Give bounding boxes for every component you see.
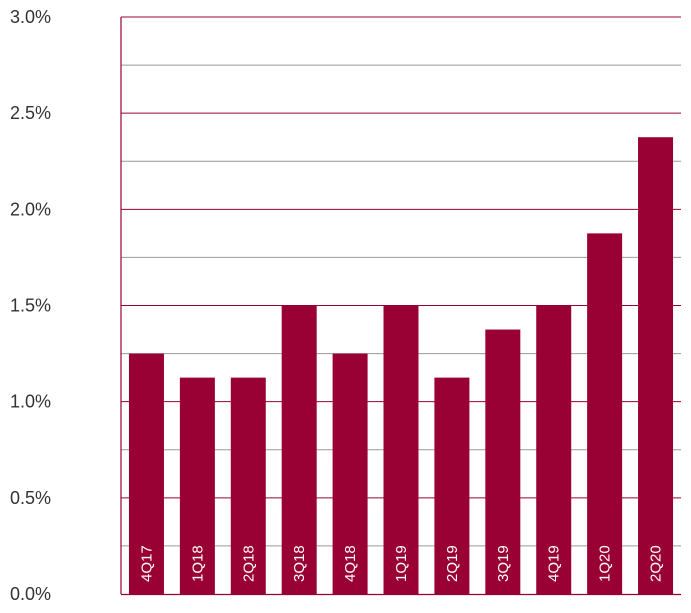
x-tick-label: 1Q19 xyxy=(393,545,410,582)
y-tick-label: 2.0% xyxy=(10,199,51,219)
bar xyxy=(332,353,368,594)
bar xyxy=(536,305,572,594)
x-tick-label: 4Q18 xyxy=(342,545,359,582)
bar xyxy=(230,377,266,594)
bar xyxy=(638,137,674,595)
x-tick-label: 2Q20 xyxy=(648,545,665,582)
x-tick-label: 1Q20 xyxy=(597,545,614,582)
bar xyxy=(587,233,623,594)
bar xyxy=(434,377,470,594)
bar xyxy=(281,305,317,594)
bar xyxy=(128,353,164,594)
x-tick-label: 4Q19 xyxy=(546,545,563,582)
y-tick-label: 1.5% xyxy=(10,296,51,316)
x-tick-label: 1Q18 xyxy=(189,545,206,582)
bar xyxy=(179,377,215,594)
x-tick-label: 2Q19 xyxy=(444,545,461,582)
x-tick-label: 3Q19 xyxy=(495,545,512,582)
x-tick-label: 4Q17 xyxy=(138,545,155,582)
y-tick-label: 3.0% xyxy=(10,7,51,27)
y-tick-label: 2.5% xyxy=(10,103,51,123)
bar xyxy=(485,329,521,594)
y-tick-label: 1.0% xyxy=(10,392,51,412)
bar xyxy=(383,305,419,594)
x-tick-label: 3Q18 xyxy=(291,545,308,582)
y-tick-label: 0.0% xyxy=(10,584,51,604)
y-tick-label: 0.5% xyxy=(10,488,51,508)
x-tick-label: 2Q18 xyxy=(240,545,257,582)
